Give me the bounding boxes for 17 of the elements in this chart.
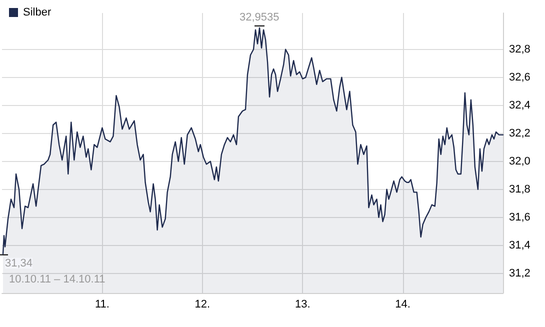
y-tick-label: 31,8 bbox=[509, 183, 530, 196]
y-tick-label: 32,2 bbox=[509, 127, 530, 140]
y-tick-label: 31,6 bbox=[509, 211, 530, 224]
y-tick-label: 32,6 bbox=[509, 71, 530, 84]
annotation: 10.10.11 – 14.10.11 bbox=[9, 274, 106, 286]
annotation: 32,9535 bbox=[240, 11, 280, 24]
y-tick-label: 32,0 bbox=[509, 155, 530, 168]
y-tick-label: 31,4 bbox=[509, 239, 530, 252]
x-tick-label: 13. bbox=[294, 298, 310, 310]
x-tick-label: 12. bbox=[194, 298, 210, 310]
x-tick-label: 14. bbox=[395, 298, 410, 310]
x-tick-label: 11. bbox=[94, 298, 110, 310]
annotation: 31,34 bbox=[5, 257, 33, 270]
y-tick-label: 32,4 bbox=[509, 99, 530, 112]
y-tick-label: 32,8 bbox=[509, 43, 530, 56]
legend-label: Silber bbox=[23, 6, 52, 18]
y-tick-label: 31,2 bbox=[509, 267, 530, 280]
